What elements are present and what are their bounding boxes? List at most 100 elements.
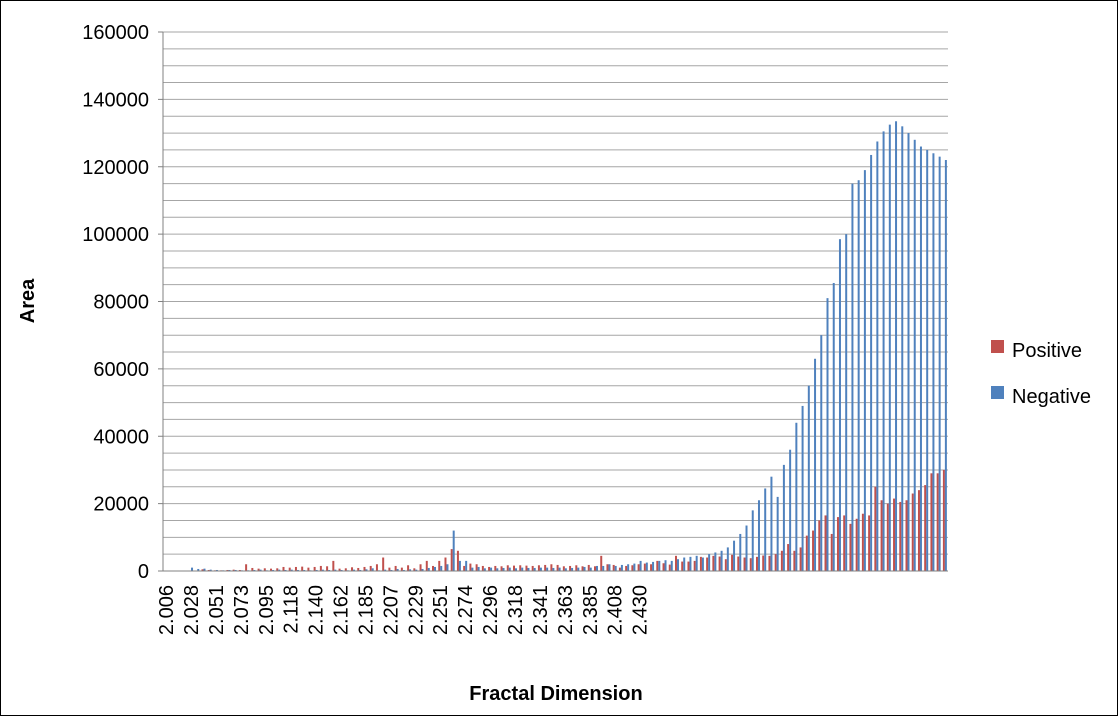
bar-negative xyxy=(521,567,524,571)
bar-positive xyxy=(245,564,248,571)
gridlines xyxy=(163,31,948,572)
bar-negative xyxy=(757,500,760,571)
bar-positive xyxy=(251,567,254,571)
bar-positive xyxy=(500,566,503,571)
bar-positive xyxy=(780,550,783,571)
bar-negative xyxy=(652,561,655,571)
bar-negative xyxy=(539,567,542,571)
bar-negative xyxy=(602,565,605,571)
y-tick-label: 100000 xyxy=(82,224,149,246)
y-tick-label: 0 xyxy=(138,561,149,583)
bar-negative xyxy=(272,569,275,571)
legend: Positive Negative xyxy=(991,340,1091,408)
bar-positive xyxy=(438,560,441,571)
bar-positive xyxy=(637,564,640,571)
bar-negative xyxy=(390,569,393,571)
bar-positive xyxy=(668,564,671,571)
bar-negative xyxy=(278,569,281,571)
bar-negative xyxy=(670,560,673,571)
bar-positive xyxy=(382,557,385,571)
bar-positive xyxy=(762,555,765,571)
bar-negative xyxy=(620,564,623,571)
x-tick-labels: 2.006 2.028 2.051 2.073 2.095 2.118 2.140 2.162… xyxy=(156,585,651,635)
bar-positive xyxy=(793,550,796,571)
bar-negative xyxy=(770,476,773,571)
bar-positive xyxy=(905,500,908,571)
bar-positive xyxy=(444,557,447,571)
bar-negative xyxy=(421,568,424,571)
bar-positive xyxy=(338,568,341,571)
bar-positive xyxy=(357,567,360,571)
bar-positive xyxy=(344,568,347,571)
bar-positive xyxy=(818,520,821,571)
bar-negative xyxy=(197,568,200,571)
bar-positive xyxy=(307,567,310,571)
bar-negative xyxy=(490,567,493,571)
y-tick-label: 140000 xyxy=(82,89,149,111)
x-tick-label: 2.185 xyxy=(355,585,377,635)
bar-positive xyxy=(749,558,752,571)
bar-negative xyxy=(203,568,206,571)
bar-positive xyxy=(849,523,852,571)
bar-positive xyxy=(612,564,615,571)
bar-positive xyxy=(332,560,335,571)
bar-negative xyxy=(571,567,574,571)
bar-negative xyxy=(427,567,430,571)
bar-negative xyxy=(259,569,262,571)
bar-positive xyxy=(276,568,279,571)
bar-negative xyxy=(290,569,293,571)
x-tick-label: 2.140 xyxy=(306,585,328,635)
bar-positive xyxy=(257,568,260,571)
bar-negative xyxy=(633,563,636,571)
bar-negative xyxy=(888,124,891,571)
bar-negative xyxy=(402,569,405,571)
bar-positive xyxy=(625,565,628,571)
bar-positive xyxy=(288,567,291,571)
bar-negative xyxy=(515,568,517,571)
bar-negative xyxy=(396,568,399,571)
bar-negative xyxy=(365,569,368,571)
bar-negative xyxy=(938,156,941,572)
bar-negative xyxy=(558,567,561,571)
bar-positive xyxy=(263,568,266,571)
bar-positive xyxy=(693,560,696,571)
bar-negative xyxy=(328,569,331,571)
bar-positive xyxy=(868,515,871,571)
bar-negative xyxy=(359,569,362,571)
x-tick-label: 2.162 xyxy=(331,585,353,635)
y-tick-label: 160000 xyxy=(82,22,149,44)
bar-negative xyxy=(838,239,841,571)
bar-negative xyxy=(745,525,748,571)
bar-positive xyxy=(787,544,790,571)
bar-negative xyxy=(782,464,785,571)
bar-negative xyxy=(820,335,823,571)
bar-negative xyxy=(527,567,530,571)
y-tick-label: 60000 xyxy=(93,359,149,381)
bar-positive xyxy=(899,501,902,571)
y-tick-label: 40000 xyxy=(93,426,149,448)
bar-positive xyxy=(774,554,777,571)
bar-negative xyxy=(452,530,455,571)
bar-negative xyxy=(546,567,549,571)
bar-positive xyxy=(755,556,758,571)
y-tick-label: 80000 xyxy=(93,292,149,314)
x-tick-label: 2.341 xyxy=(530,585,552,635)
bar-positive xyxy=(550,564,553,571)
x-tick-label: 2.296 xyxy=(480,585,502,635)
bar-positive xyxy=(917,490,920,571)
bar-negative xyxy=(695,555,698,571)
bar-negative xyxy=(944,160,947,571)
bar-negative xyxy=(701,557,704,571)
bar-negative xyxy=(926,149,929,571)
x-tick-label: 2.207 xyxy=(380,585,402,635)
bar-positive xyxy=(581,566,584,571)
bar-negative xyxy=(720,550,723,571)
legend-swatch-positive xyxy=(991,340,1004,353)
bar-negative xyxy=(807,385,810,571)
bar-positive xyxy=(712,555,715,571)
bar-positive xyxy=(488,566,491,571)
bar-negative xyxy=(508,567,511,571)
bar-positive xyxy=(575,565,578,571)
bar-positive xyxy=(456,550,459,571)
